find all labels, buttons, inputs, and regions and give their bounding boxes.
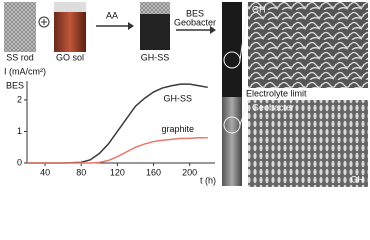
label: GH — [252, 4, 266, 14]
x-tick-label: 80 — [76, 167, 86, 177]
ss-rod-photo — [4, 2, 36, 52]
y-tick-label: 2 — [17, 94, 22, 104]
series-line — [27, 137, 208, 164]
series-label: graphite — [162, 124, 195, 134]
x-tick-label: 160 — [146, 167, 161, 177]
electrode-upper — [222, 2, 242, 97]
label: GH-SS — [141, 52, 170, 62]
x-tick-label: 40 — [40, 167, 50, 177]
x-axis-label: t (h) — [200, 175, 216, 185]
plus-icon — [41, 19, 47, 25]
x-tick-label: 120 — [110, 167, 125, 177]
y-tick-label: 0 — [17, 157, 22, 167]
label: SS rod — [6, 52, 34, 62]
chart-subtitle: BES — [6, 80, 24, 90]
vial-cap — [54, 2, 86, 12]
arrow-head — [128, 22, 134, 30]
y-tick-label: 1 — [17, 126, 22, 136]
sem-image — [248, 2, 368, 88]
gh-ss-top — [140, 2, 170, 14]
sem-image — [248, 100, 368, 187]
figure: SS rod GO sol AA GH-SS BES Geobacter Ele… — [4, 2, 368, 187]
label: Geobacter — [252, 102, 294, 112]
label: BES — [186, 8, 204, 18]
series-label: GH-SS — [164, 94, 193, 104]
arrow-head — [210, 26, 216, 34]
label: Electrolyte limit — [246, 88, 307, 98]
label: GO sol — [56, 52, 84, 62]
x-tick-label: 200 — [182, 167, 197, 177]
label: GH — [351, 174, 365, 184]
label: AA — [106, 10, 118, 20]
zoom-line — [239, 3, 249, 126]
plus-icon — [38, 16, 50, 28]
label: Geobacter — [174, 17, 216, 27]
y-axis-label: I (mA/cm²) — [4, 66, 46, 76]
